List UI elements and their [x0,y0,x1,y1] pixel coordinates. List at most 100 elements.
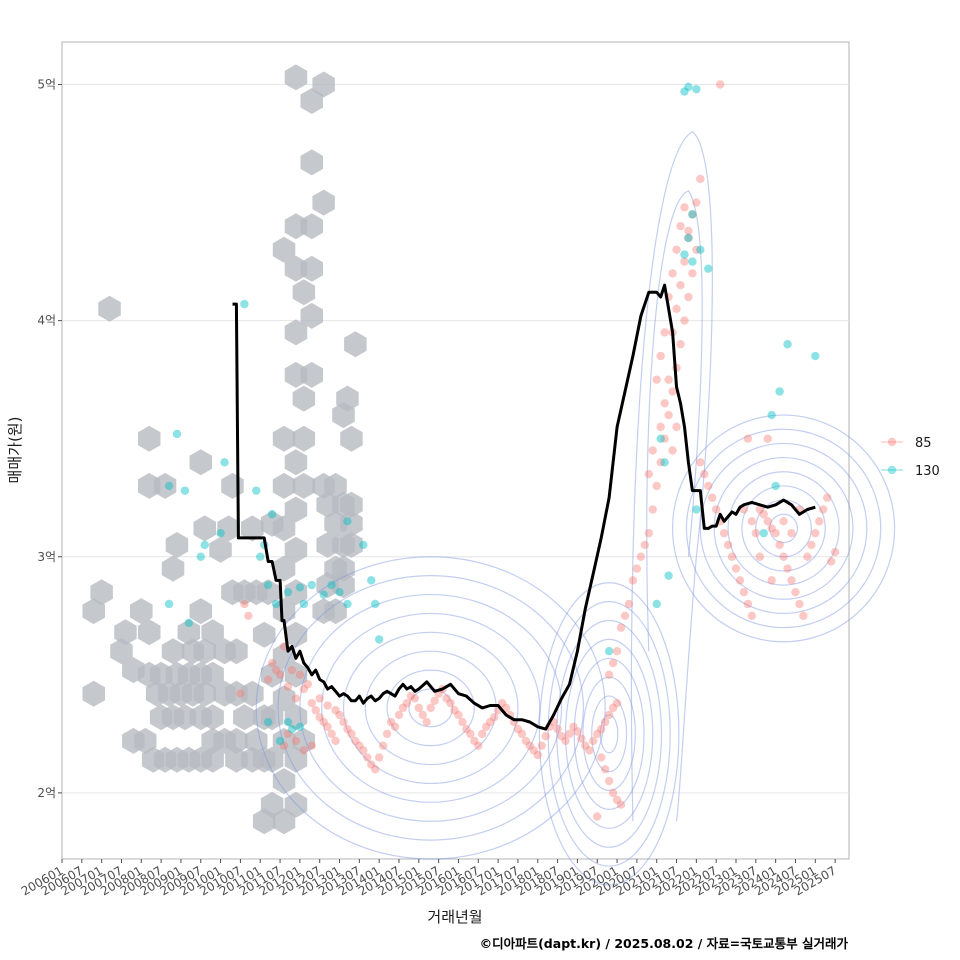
legend-label: 85 [915,436,932,451]
hex-cell [193,515,216,542]
point-130 [319,590,328,599]
x-axis: 2006012006072007012007072008012008072009… [19,859,839,899]
density-contour [741,485,826,572]
point-130 [367,576,376,585]
point-85 [672,422,681,432]
hex-cell [252,704,276,731]
point-85 [593,729,602,739]
point-85 [327,729,336,739]
point-130 [267,510,277,519]
point-130 [196,552,205,561]
point-85 [569,722,578,731]
point-85 [513,724,523,734]
point-85 [339,717,348,727]
plot-panel [61,41,850,860]
point-85 [478,729,487,739]
point-130 [771,481,780,491]
point-85 [299,746,309,755]
point-85 [374,753,384,762]
density-contour [538,582,680,886]
hex-cell [312,189,335,216]
point-130 [295,583,305,592]
hex-cell [233,704,256,731]
point-85 [604,710,614,720]
point-85 [279,741,289,750]
hex-cell [193,638,216,665]
hex-cell [324,472,347,499]
point-85 [608,658,618,668]
point-130 [164,599,174,609]
hex-cell [332,572,355,599]
point-85 [644,469,653,479]
point-85 [819,505,828,514]
point-85 [525,741,535,750]
point-85 [347,729,356,739]
point-85 [656,458,665,467]
hex-cell [225,746,248,773]
point-85 [323,701,332,710]
point-85 [418,710,427,720]
hex-cell [284,791,308,818]
density-contour [699,442,868,615]
hex-cell [284,579,308,606]
hex-cell [340,532,363,558]
point-85 [319,717,328,727]
point-85 [628,576,638,585]
density-contour [646,190,703,652]
point-85 [600,765,610,774]
hex-cell [245,727,268,754]
hex-cell [300,361,323,388]
point-85 [656,351,665,361]
point-130 [184,618,194,628]
point-85 [771,528,780,538]
point-85 [815,517,824,526]
point-85 [616,800,626,809]
point-85 [684,233,693,243]
point-85 [783,564,792,573]
point-85 [692,245,701,254]
hexbin-layer [82,64,367,835]
point-85 [267,658,277,668]
hex-cell [201,746,224,773]
point-85 [394,710,404,720]
density-contour [564,638,654,829]
point-85 [466,729,475,739]
density-contour [547,601,671,867]
hex-cell [241,515,264,542]
point-85 [759,510,768,519]
point-85 [708,493,717,502]
hex-cell [272,808,296,835]
hex-cell [332,555,355,582]
hex-cell [225,638,248,665]
point-85 [660,434,669,443]
point-85 [616,623,626,632]
point-130 [172,429,182,439]
hex-cell [82,598,105,625]
point-85 [715,80,725,89]
point-85 [521,736,531,746]
y-axis-title: 매매가(원) [6,417,24,484]
point-85 [585,746,594,755]
point-130 [684,233,693,243]
hex-cell [241,680,264,707]
point-85 [529,746,539,755]
hex-cell [284,661,308,688]
point-85 [593,812,602,821]
point-130 [307,580,316,590]
point-85 [307,698,316,708]
hex-cell [300,149,323,176]
density-contour [685,428,882,629]
hex-cell [292,425,316,452]
point-130 [680,250,689,259]
point-85 [664,375,673,384]
point-85 [747,611,757,620]
hex-cell [344,331,367,358]
point-130 [275,736,285,746]
density-contour [255,556,606,860]
hex-cell [82,680,105,707]
point-130 [240,299,249,309]
point-85 [573,727,582,736]
density-contour [277,575,584,841]
scatter-points-layer [164,80,840,821]
point-85 [485,717,495,727]
